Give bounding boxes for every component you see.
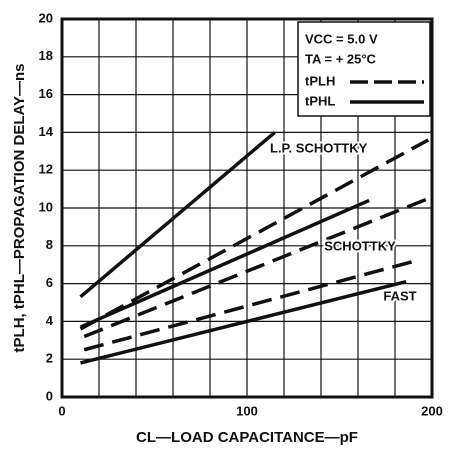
y-tick-label: 8 xyxy=(46,237,53,252)
legend-label: tPLH xyxy=(305,73,335,88)
y-tick-label: 14 xyxy=(39,124,54,139)
series-line xyxy=(79,198,370,329)
series-line xyxy=(80,280,407,365)
series-line xyxy=(83,196,429,339)
condition-label: TA = + 25°C xyxy=(305,51,377,66)
y-tick-label: 2 xyxy=(46,351,53,366)
y-tick-label: 10 xyxy=(39,199,53,214)
plot-frame xyxy=(60,17,434,399)
x-tick-label: 100 xyxy=(236,403,258,418)
family-label: FAST xyxy=(383,288,416,303)
y-axis-label: tPLH, tPHL—PROPAGATION DELAY—ns xyxy=(11,64,28,353)
x-tick-label: 0 xyxy=(58,403,65,418)
x-axis-label: CL—LOAD CAPACITANCE—pF xyxy=(136,429,358,446)
family-label: SCHOTTKY xyxy=(324,238,396,253)
y-tick-label: 6 xyxy=(46,275,53,290)
series-line xyxy=(79,131,276,299)
y-tick-label: 20 xyxy=(39,10,53,25)
series-line xyxy=(79,138,430,331)
y-tick-label: 4 xyxy=(46,313,54,328)
family-label: L.P. SCHOTTKY xyxy=(270,140,368,155)
condition-label: VCC = 5.0 V xyxy=(305,31,378,46)
y-tick-label: 0 xyxy=(46,388,53,403)
y-tick-label: 18 xyxy=(39,48,53,63)
x-tick-label: 200 xyxy=(421,403,443,418)
y-tick-label: 12 xyxy=(39,162,53,177)
y-tick-label: 16 xyxy=(39,86,53,101)
legend-label: tPHL xyxy=(305,93,335,108)
